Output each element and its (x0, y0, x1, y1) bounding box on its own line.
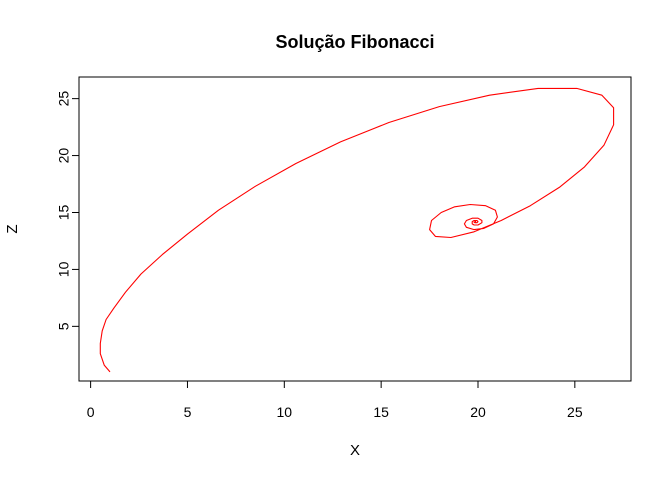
x-tick-label: 25 (567, 404, 583, 420)
plot-frame (78, 76, 632, 382)
y-tick-label: 5 (56, 322, 72, 330)
chart-title: Solução Fibonacci (275, 32, 434, 52)
x-axis: 0 5 10 15 20 25 (87, 381, 583, 420)
x-tick-label: 0 (87, 404, 95, 420)
y-tick-label: 15 (56, 204, 72, 220)
spiral-series-line (99, 87, 615, 373)
y-axis: 5 10 15 20 25 (56, 91, 79, 330)
y-axis-label: Z (4, 224, 21, 233)
x-tick-label: 5 (184, 404, 192, 420)
x-tick-label: 20 (470, 404, 486, 420)
x-tick-label: 15 (373, 404, 389, 420)
series-layer (99, 87, 615, 373)
y-tick-label: 25 (56, 91, 72, 107)
x-tick-label: 10 (277, 404, 293, 420)
x-axis-label: X (350, 442, 360, 459)
y-tick-label: 20 (56, 148, 72, 164)
y-tick-label: 10 (56, 261, 72, 277)
